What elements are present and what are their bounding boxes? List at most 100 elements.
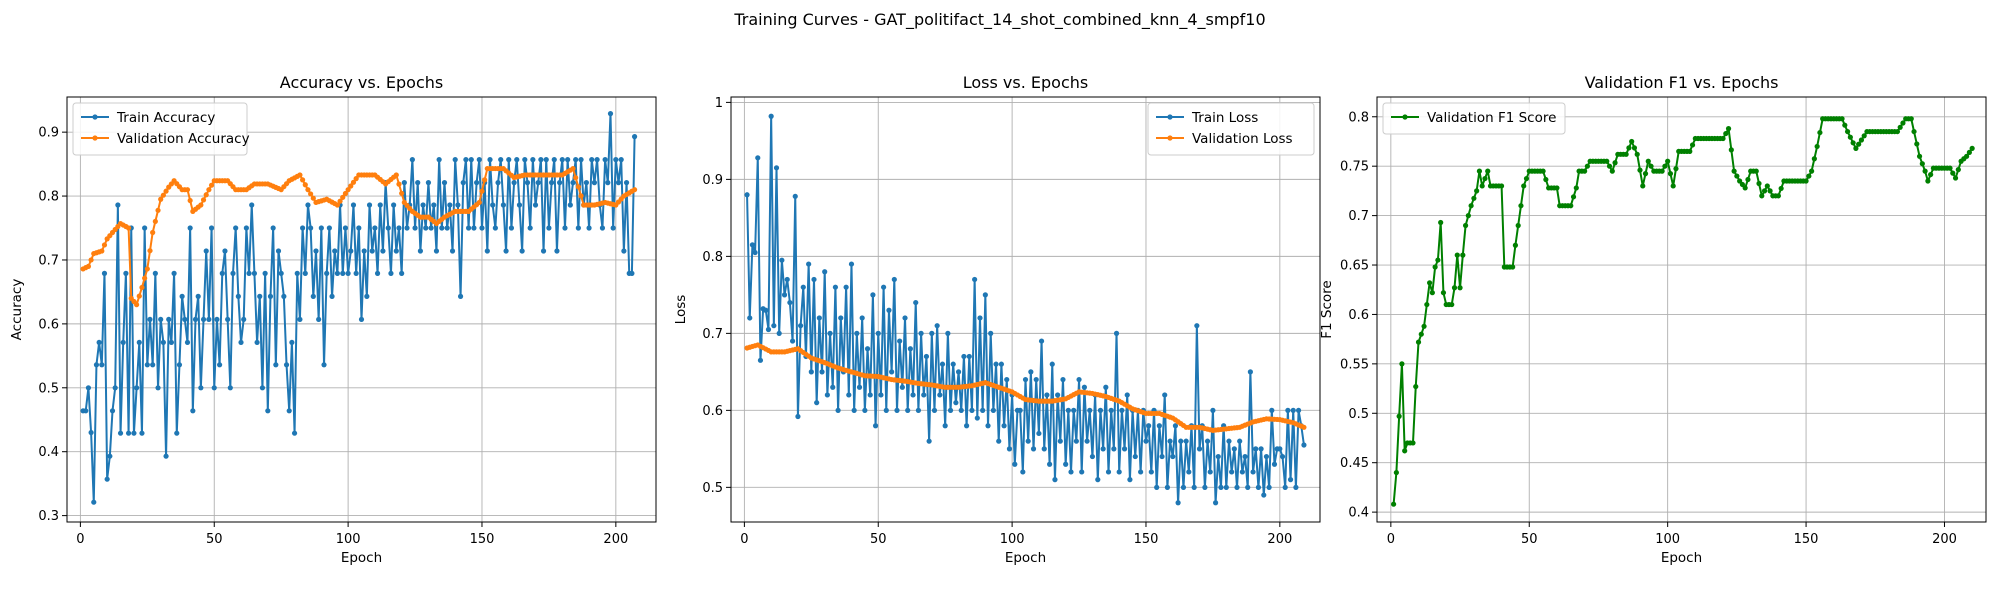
data-point xyxy=(1471,195,1477,201)
data-point xyxy=(123,270,129,276)
data-point xyxy=(1164,484,1170,490)
data-point xyxy=(905,407,911,413)
data-point xyxy=(388,270,394,276)
data-point xyxy=(160,192,166,198)
y-tick-label: 0.6 xyxy=(38,317,59,332)
data-point xyxy=(1295,407,1302,413)
data-point xyxy=(1438,219,1444,226)
data-point xyxy=(1814,143,1820,150)
data-point xyxy=(1966,149,1972,155)
data-point xyxy=(1183,438,1189,444)
legend-marker xyxy=(1167,114,1173,120)
y-tick-label: 0.55 xyxy=(1340,357,1369,372)
data-point xyxy=(1662,163,1668,169)
data-point xyxy=(474,180,480,186)
data-point xyxy=(1626,145,1632,151)
data-point xyxy=(211,385,217,391)
data-point xyxy=(1025,438,1031,444)
data-point xyxy=(1543,176,1549,183)
data-point xyxy=(112,385,118,391)
data-point xyxy=(297,316,303,323)
data-point xyxy=(492,225,498,231)
data-point xyxy=(631,134,638,140)
data-point xyxy=(1111,446,1117,452)
series-line xyxy=(1392,117,1973,505)
data-point xyxy=(1038,338,1045,344)
data-point xyxy=(1146,423,1152,429)
data-point xyxy=(1156,423,1162,429)
data-point xyxy=(1415,339,1422,345)
data-point xyxy=(283,362,290,368)
data-point xyxy=(1127,477,1133,483)
data-point xyxy=(1817,129,1823,136)
data-point xyxy=(980,407,986,413)
data-point xyxy=(358,316,365,323)
data-point xyxy=(316,316,322,323)
data-point xyxy=(441,180,448,186)
data-point xyxy=(846,392,852,398)
data-point xyxy=(404,225,410,231)
legend-label: Train Accuracy xyxy=(116,110,215,126)
y-tick-label: 0.4 xyxy=(1348,506,1369,521)
data-point xyxy=(800,284,806,290)
data-point xyxy=(1642,171,1649,177)
data-point xyxy=(894,407,900,413)
data-point xyxy=(187,197,193,204)
series-line xyxy=(83,112,636,504)
data-point xyxy=(1612,160,1618,166)
data-point xyxy=(214,316,220,323)
data-point xyxy=(1393,469,1399,476)
data-point xyxy=(302,182,308,188)
data-point xyxy=(781,292,788,298)
data-point xyxy=(776,330,782,336)
data-point xyxy=(484,248,490,254)
data-point xyxy=(203,192,209,198)
data-point xyxy=(1734,173,1740,179)
data-point xyxy=(179,293,185,299)
data-point xyxy=(391,202,397,208)
data-point xyxy=(273,362,279,368)
data-point xyxy=(329,293,335,299)
data-point xyxy=(1154,484,1160,490)
data-point xyxy=(399,270,405,276)
data-point xyxy=(621,248,627,254)
data-point xyxy=(313,248,319,254)
data-point xyxy=(1629,138,1635,145)
accuracy-series-1 xyxy=(80,165,638,308)
data-point xyxy=(851,407,857,413)
data-point xyxy=(219,270,225,276)
y-tick-label: 0.7 xyxy=(38,253,59,268)
data-point xyxy=(1687,148,1693,154)
data-point xyxy=(187,225,193,231)
data-point xyxy=(471,225,477,231)
data-point xyxy=(198,202,204,208)
data-point xyxy=(88,257,94,263)
data-point xyxy=(254,339,260,346)
data-point xyxy=(353,270,359,276)
data-point xyxy=(1087,407,1093,413)
data-point xyxy=(969,407,975,413)
data-point xyxy=(1670,183,1676,189)
data-point xyxy=(134,385,140,391)
data-point xyxy=(131,430,137,436)
legend-label: Validation Accuracy xyxy=(117,131,250,147)
data-point xyxy=(961,353,967,360)
data-point xyxy=(1739,181,1745,188)
data-point xyxy=(1226,438,1232,444)
data-point xyxy=(332,248,338,254)
data-point xyxy=(765,326,772,333)
data-point xyxy=(289,339,295,346)
data-point xyxy=(1012,461,1018,467)
data-point xyxy=(1427,280,1433,286)
loss-grid xyxy=(731,97,1320,522)
data-point xyxy=(798,323,804,329)
data-point xyxy=(1215,453,1221,460)
data-point xyxy=(883,407,889,413)
data-point xyxy=(377,202,383,208)
data-point xyxy=(575,184,581,190)
data-point xyxy=(208,182,215,188)
data-point xyxy=(1737,178,1743,184)
data-point xyxy=(1255,484,1262,490)
data-point xyxy=(942,423,948,429)
data-point xyxy=(1523,175,1530,182)
